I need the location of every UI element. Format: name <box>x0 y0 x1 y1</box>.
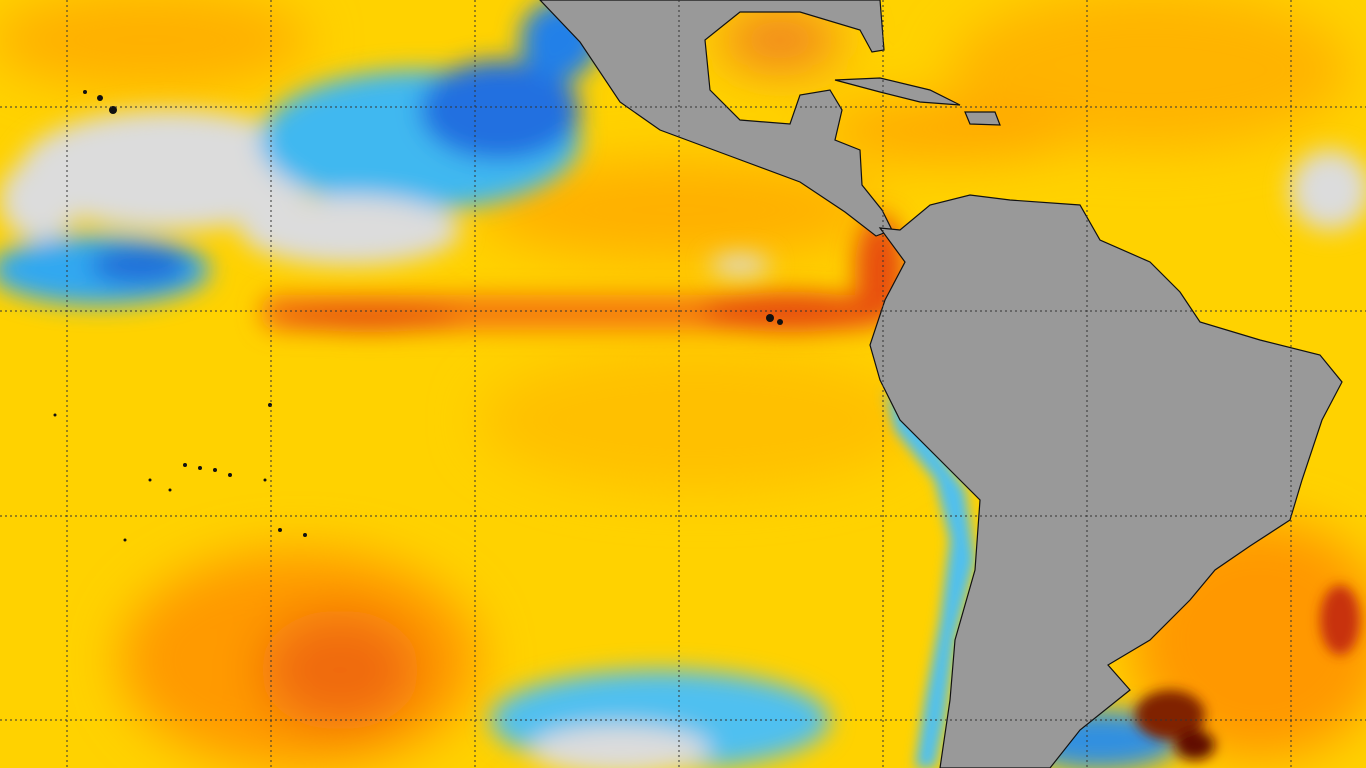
hispaniola <box>964 111 1001 126</box>
cuba <box>834 77 961 106</box>
south-america <box>869 194 1343 768</box>
land <box>539 0 1343 768</box>
north-central-america <box>539 0 893 237</box>
islands <box>53 90 783 542</box>
warm-eddies <box>1135 585 1360 760</box>
coastal-cold <box>885 390 975 768</box>
